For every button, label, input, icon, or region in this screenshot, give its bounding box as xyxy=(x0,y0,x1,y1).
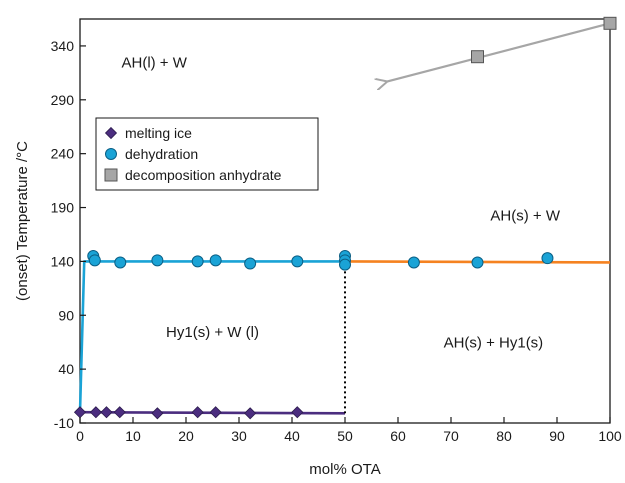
region-label: AH(s) + W xyxy=(490,207,560,224)
x-tick-label: 90 xyxy=(549,428,565,444)
decomposition-anhydrate-point xyxy=(603,16,617,30)
melting-ice-point xyxy=(191,406,204,419)
y-tick-label: 340 xyxy=(51,38,75,54)
region-label: AH(s) + Hy1(s) xyxy=(444,335,544,352)
dehydration-point xyxy=(541,252,554,265)
x-tick-label: 80 xyxy=(496,428,512,444)
x-tick-label: 0 xyxy=(76,428,84,444)
ticks-layer: 0 10 20 30 40 50 60 70 80 90 100 -10 40 90 140 190 240 29… xyxy=(51,38,622,444)
x-axis-title: mol% OTA xyxy=(309,461,380,478)
legend-label: decomposition anhydrate xyxy=(125,167,282,183)
dehydration-point xyxy=(191,255,204,268)
y-tick-label: 240 xyxy=(51,146,75,162)
melting-ice-point xyxy=(113,406,126,419)
dehydration-point xyxy=(407,256,420,269)
melting-ice-point xyxy=(291,406,304,419)
melting-ice-legend-marker xyxy=(104,126,118,140)
melting-ice-point xyxy=(89,406,102,419)
x-tick-label: 100 xyxy=(598,428,622,444)
x-tick-label: 40 xyxy=(284,428,300,444)
melting-ice-point xyxy=(100,406,113,419)
dehydration-point xyxy=(88,254,101,267)
y-tick-label: 290 xyxy=(51,92,75,108)
dehydration-point xyxy=(291,255,304,268)
legend: melting ice dehydration decomposition anhy… xyxy=(95,117,319,191)
legend-items: melting ice dehydration decomposition anhy… xyxy=(104,125,282,183)
dehydration-point xyxy=(209,254,222,267)
legend-label: melting ice xyxy=(125,125,192,141)
y-tick-label: 190 xyxy=(51,200,75,216)
dehydration-point xyxy=(244,257,257,270)
x-tick-label: 10 xyxy=(125,428,141,444)
dehydration-point xyxy=(151,254,164,267)
decomposition-anhydrate-legend-marker xyxy=(104,168,118,182)
dehydration-point xyxy=(339,258,351,271)
x-tick-label: 50 xyxy=(337,428,353,444)
decomposition-anhydrate-point xyxy=(471,50,484,64)
y-tick-label: 40 xyxy=(58,361,74,377)
annotations-layer: AH(l) + W AH(s) + W Hy1(s) + W (l) AH(s) + … xyxy=(121,54,560,351)
y-tick-label: 140 xyxy=(51,253,75,269)
dehydration-legend-marker xyxy=(105,148,117,160)
region-label: Hy1(s) + W (l) xyxy=(166,324,259,341)
plot-frame xyxy=(79,18,611,424)
melting-ice-point xyxy=(151,407,164,420)
legend-box xyxy=(95,117,319,191)
melting-ice-point xyxy=(209,406,222,419)
dehydration-point xyxy=(114,256,127,269)
x-tick-label: 70 xyxy=(443,428,459,444)
y-tick-label: 90 xyxy=(58,307,74,323)
y-tick-label: -10 xyxy=(54,415,74,431)
decomposition-arrow xyxy=(387,22,611,81)
y-axis-title: (onset) Temperature /°C xyxy=(14,141,31,301)
x-tick-label: 20 xyxy=(178,428,194,444)
region-label: AH(l) + W xyxy=(121,54,187,71)
x-tick-label: 60 xyxy=(390,428,406,444)
x-tick-label: 30 xyxy=(231,428,247,444)
dehydration-point xyxy=(471,256,484,269)
melting-ice-point xyxy=(244,407,257,420)
legend-label: dehydration xyxy=(125,146,198,162)
markers-layer xyxy=(73,16,617,420)
